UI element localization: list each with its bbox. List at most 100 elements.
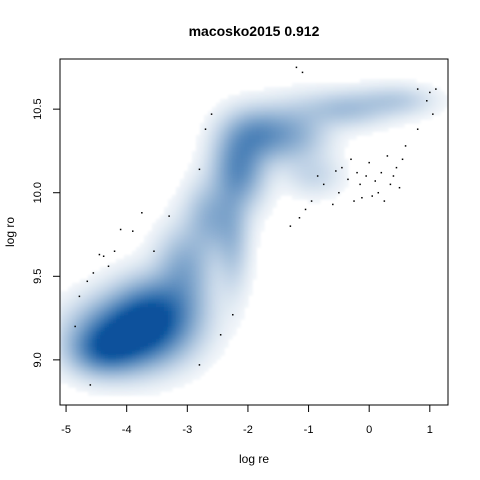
density-cell: [308, 171, 313, 176]
density-cell: [264, 155, 269, 160]
density-cell: [132, 255, 137, 260]
density-cell: [208, 119, 213, 124]
density-cell: [192, 163, 197, 168]
density-cell: [248, 255, 253, 260]
density-cell: [296, 147, 301, 152]
density-cell: [396, 111, 401, 116]
density-cell: [320, 139, 325, 144]
density-cell: [172, 207, 177, 212]
density-cell: [92, 391, 97, 396]
density-cell: [108, 323, 113, 328]
density-cell: [68, 315, 73, 320]
density-cell: [132, 315, 137, 320]
density-cell: [168, 215, 173, 220]
density-cell: [200, 255, 205, 260]
density-cell: [76, 363, 81, 368]
x-tick-label: -5: [61, 424, 71, 436]
density-cell: [216, 243, 221, 248]
density-cell: [232, 327, 237, 332]
density-cell: [148, 327, 153, 332]
density-cell: [212, 187, 217, 192]
density-cell: [236, 131, 241, 136]
density-cell: [200, 127, 205, 132]
density-cell: [280, 139, 285, 144]
density-cell: [428, 115, 433, 120]
density-cell: [128, 255, 133, 260]
density-cell: [168, 311, 173, 316]
density-cell: [240, 283, 245, 288]
outlier-point: [386, 155, 389, 157]
density-cell: [192, 263, 197, 268]
density-cell: [196, 299, 201, 304]
density-cell: [188, 239, 193, 244]
density-cell: [236, 111, 241, 116]
density-cell: [180, 367, 185, 372]
density-cell: [248, 119, 253, 124]
density-cell: [236, 159, 241, 164]
density-cell: [228, 299, 233, 304]
density-cell: [128, 319, 133, 324]
density-cell: [332, 183, 337, 188]
density-cell: [64, 371, 69, 376]
density-cell: [260, 107, 265, 112]
density-cell: [244, 211, 249, 216]
density-cell: [252, 203, 257, 208]
density-cell: [224, 327, 229, 332]
density-cell: [240, 99, 245, 104]
density-cell: [368, 87, 373, 92]
density-cell: [184, 347, 189, 352]
density-cell: [360, 95, 365, 100]
density-cell: [236, 187, 241, 192]
density-cell: [160, 355, 165, 360]
density-cell: [176, 275, 181, 280]
density-cell: [248, 235, 253, 240]
density-cell: [168, 307, 173, 312]
density-cell: [248, 111, 253, 116]
density-cell: [232, 243, 237, 248]
density-cell: [268, 107, 273, 112]
density-cell: [172, 227, 177, 232]
density-cell: [288, 123, 293, 128]
density-cell: [224, 99, 229, 104]
density-cell: [228, 115, 233, 120]
density-cell: [176, 295, 181, 300]
density-cell: [92, 323, 97, 328]
density-cell: [208, 147, 213, 152]
density-cell: [224, 295, 229, 300]
density-cell: [288, 127, 293, 132]
density-cell: [100, 363, 105, 368]
density-cell: [184, 171, 189, 176]
density-cell: [188, 227, 193, 232]
density-cell: [200, 303, 205, 308]
density-cell: [232, 323, 237, 328]
density-cell: [144, 263, 149, 268]
density-cell: [316, 175, 321, 180]
density-cell: [196, 343, 201, 348]
density-cell: [172, 199, 177, 204]
density-cell: [216, 171, 221, 176]
density-cell: [256, 171, 261, 176]
density-cell: [188, 299, 193, 304]
density-cell: [220, 151, 225, 156]
density-cell: [64, 295, 69, 300]
density-cell: [244, 139, 249, 144]
density-cell: [304, 175, 309, 180]
density-cell: [152, 263, 157, 268]
density-cell: [276, 123, 281, 128]
density-cell: [328, 91, 333, 96]
density-cell: [60, 343, 65, 348]
density-cell: [144, 383, 149, 388]
density-cell: [80, 307, 85, 312]
density-cell: [420, 103, 425, 108]
density-cell: [212, 351, 217, 356]
density-cell: [152, 259, 157, 264]
density-cell: [244, 95, 249, 100]
density-cell: [112, 275, 117, 280]
chart-title: macosko2015 0.912: [189, 23, 320, 39]
density-cell: [308, 147, 313, 152]
density-cell: [148, 323, 153, 328]
density-cell: [216, 279, 221, 284]
density-cell: [420, 91, 425, 96]
density-cell: [356, 123, 361, 128]
